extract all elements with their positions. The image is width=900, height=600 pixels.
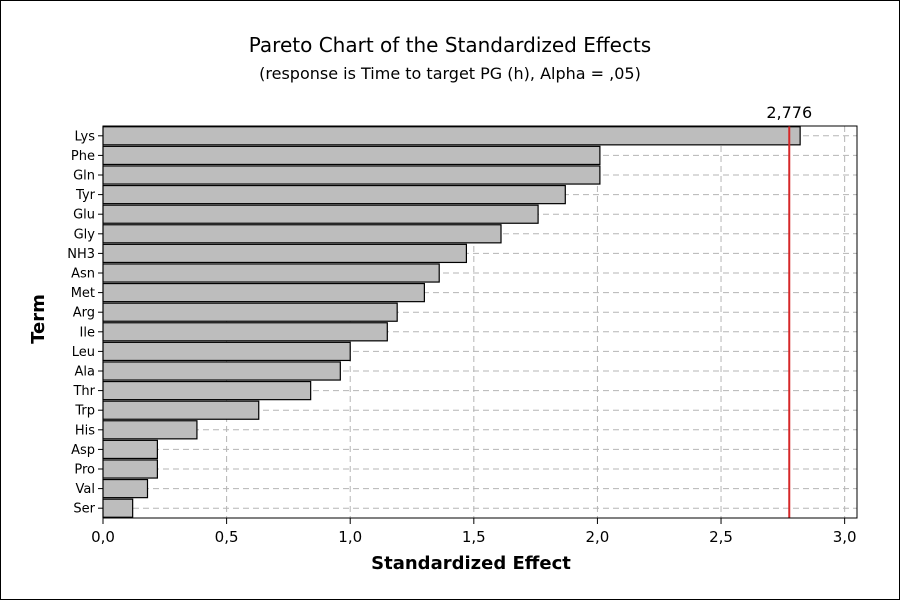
bar-phe bbox=[102, 145, 601, 166]
term-label-nh3: NH3 bbox=[67, 247, 95, 262]
term-label-lys: Lys bbox=[74, 129, 95, 144]
bar-ala bbox=[102, 361, 341, 381]
x-tick-label: 3,0 bbox=[833, 528, 857, 546]
term-label-gly: Gly bbox=[74, 227, 96, 242]
bar-val bbox=[102, 478, 149, 499]
bar-asp bbox=[102, 439, 158, 460]
term-label-ile: Ile bbox=[80, 325, 95, 340]
term-label-leu: Leu bbox=[72, 345, 95, 360]
bar-nh3 bbox=[102, 243, 468, 264]
term-label-phe: Phe bbox=[71, 149, 95, 164]
chart-subtitle: (response is Time to target PG (h), Alph… bbox=[259, 64, 641, 83]
x-tick-label: 1,5 bbox=[462, 528, 486, 546]
term-label-his: His bbox=[75, 423, 95, 438]
x-tick-label: 2,0 bbox=[585, 528, 609, 546]
bar-tyr bbox=[102, 184, 566, 205]
x-tick-label: 2,5 bbox=[709, 528, 733, 546]
grid-lines bbox=[103, 126, 857, 518]
term-label-asn: Asn bbox=[71, 267, 95, 282]
term-label-val: Val bbox=[76, 482, 95, 497]
term-label-ser: Ser bbox=[73, 502, 95, 517]
term-label-trp: Trp bbox=[74, 404, 95, 419]
plot-border bbox=[102, 125, 858, 519]
bar-arg bbox=[102, 302, 398, 322]
term-label-tyr: Tyr bbox=[75, 188, 96, 203]
y-axis-title: Term bbox=[28, 294, 49, 344]
bar-asn bbox=[102, 263, 440, 283]
bars bbox=[102, 126, 801, 518]
term-label-gln: Gln bbox=[73, 169, 95, 184]
term-label-asp: Asp bbox=[71, 443, 95, 458]
chart-title: Pareto Chart of the Standardized Effects bbox=[249, 33, 651, 57]
x-axis-ticks: 0,0 0,5 1,0 1,5 2,0 2,5 3,0 bbox=[91, 518, 857, 546]
x-tick-label: 1,0 bbox=[338, 528, 362, 546]
x-axis-title: Standardized Effect bbox=[371, 553, 571, 574]
reference-line-label: 2,776 bbox=[766, 103, 812, 122]
term-label-glu: Glu bbox=[73, 208, 95, 223]
term-label-met: Met bbox=[71, 286, 95, 301]
x-tick-label: 0,5 bbox=[215, 528, 239, 546]
term-label-thr: Thr bbox=[72, 384, 95, 399]
bar-met bbox=[102, 282, 425, 303]
term-label-pro: Pro bbox=[74, 463, 95, 478]
bar-his bbox=[102, 420, 198, 440]
bar-lys bbox=[102, 126, 801, 146]
bar-glu bbox=[102, 204, 539, 224]
bar-ser bbox=[102, 498, 134, 518]
bar-trp bbox=[102, 400, 260, 420]
bar-gln bbox=[102, 165, 601, 185]
x-tick-label: 0,0 bbox=[91, 528, 115, 546]
bar-gly bbox=[102, 224, 502, 244]
term-label-ala: Ala bbox=[75, 365, 95, 380]
bar-ile bbox=[102, 322, 388, 342]
bar-pro bbox=[102, 459, 158, 479]
bar-thr bbox=[102, 380, 312, 401]
term-label-arg: Arg bbox=[73, 306, 95, 321]
bar-leu bbox=[102, 341, 351, 362]
category-labels: Lys Phe Gln Tyr Glu Gly NH3 Asn Met Arg Ile Leu Ala T… bbox=[67, 129, 103, 517]
